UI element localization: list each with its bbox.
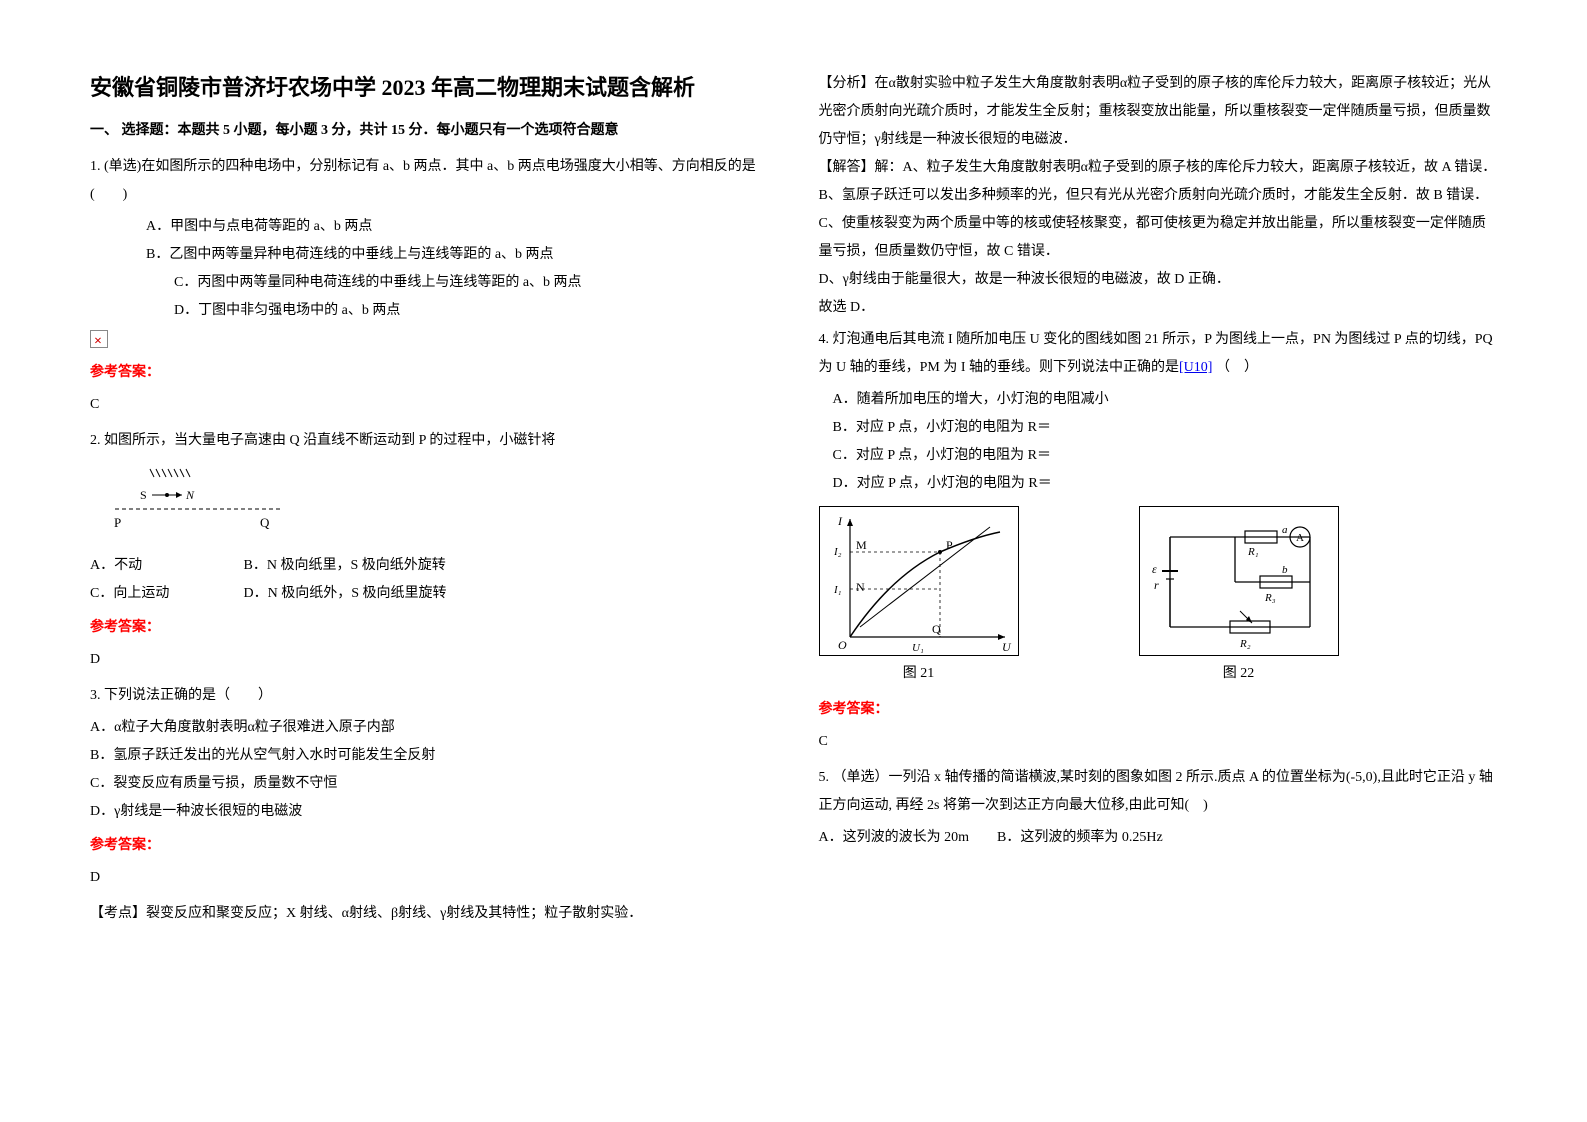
q4-stem: 4. 灯泡通电后其电流 I 随所加电压 U 变化的图线如图 21 所示，P 为图… <box>819 326 1498 382</box>
fig22-a: a <box>1282 524 1288 536</box>
q3-optC: C．裂变反应有质量亏损，质量数不守恒 <box>90 770 769 798</box>
fig22-box: R₁ a A R₃ b R₂ <box>1139 506 1339 688</box>
q3-jiedaC: C、使重核裂变为两个质量中等的核或使轻核聚变，都可使核更为稳定并放出能量，所以重… <box>819 210 1498 266</box>
q2-optB: B．N 极向纸里，S 极向纸外旋转 <box>244 558 446 573</box>
q3-jieda-end: 故选 D． <box>819 294 1498 322</box>
fig21-caption: 图 21 <box>903 660 935 688</box>
q2-optA: A．不动 <box>90 552 240 580</box>
q4-stem-link[interactable]: [U10] <box>1179 360 1212 375</box>
q4-optD: D．对应 P 点，小灯泡的电阻为 R＝ <box>819 470 1498 498</box>
q4-optC: C．对应 P 点，小灯泡的电阻为 R＝ <box>819 442 1498 470</box>
q4-optA: A．随着所加电压的增大，小灯泡的电阻减小 <box>819 386 1498 414</box>
fig21-U: U <box>1002 640 1012 654</box>
q2-answer-label: 参考答案： <box>90 614 769 642</box>
q2-S-label: S <box>140 488 147 502</box>
fig22-svg: R₁ a A R₃ b R₂ <box>1139 506 1339 656</box>
q1-optC: C．丙图中两等量同种电荷连线的中垂线上与连线等距的 a、b 两点 <box>90 269 769 297</box>
fig21-box: O I U P M I₂ N I₁ <box>819 506 1019 688</box>
q1-answer-label: 参考答案： <box>90 359 769 387</box>
q1-optA: A．甲图中与点电荷等距的 a、b 两点 <box>90 213 769 241</box>
q3-answer-label: 参考答案： <box>90 832 769 860</box>
q3-answer: D <box>90 864 769 892</box>
fig22-R1: R₁ <box>1247 546 1259 558</box>
fig22-eps: ε <box>1152 562 1157 576</box>
q3-kaodian: 【考点】裂变反应和聚变反应；X 射线、α射线、β射线、γ射线及其特性；粒子散射实… <box>90 900 769 928</box>
section-heading: 一、 选择题：本题共 5 小题，每小题 3 分，共计 15 分．每小题只有一个选… <box>90 117 769 145</box>
q3-jieda: 【解答】解：A、粒子发生大角度散射表明α粒子受到的原子核的库伦斥力较大，距离原子… <box>819 154 1498 182</box>
fig21-I: I <box>837 514 843 528</box>
fig21-I2: I₂ <box>833 546 842 558</box>
q4-answer: C <box>819 728 1498 756</box>
fig21-Q: Q <box>932 622 941 636</box>
q5-optA: A．这列波的波长为 20m <box>819 830 970 845</box>
q1-optB: B．乙图中两等量异种电荷连线的中垂线上与连线等距的 a、b 两点 <box>90 241 769 269</box>
q4-figures: O I U P M I₂ N I₁ <box>819 506 1498 688</box>
q2-Q-label: Q <box>260 515 270 530</box>
q3-jiedaD: D、γ射线由于能量很大，故是一种波长很短的电磁波，故 D 正确． <box>819 266 1498 294</box>
right-column: 【分析】在α散射实验中粒子发生大角度散射表明α粒子受到的原子核的库伦斥力较大，距… <box>819 70 1498 928</box>
q3-stem: 3. 下列说法正确的是（ ） <box>90 682 769 710</box>
doc-title: 安徽省铜陵市普济圩农场中学 2023 年高二物理期末试题含解析 <box>90 70 769 105</box>
q2-stem: 2. 如图所示，当大量电子高速由 Q 沿直线不断运动到 P 的过程中，小磁针将 <box>90 427 769 455</box>
fig21-M: M <box>856 538 867 552</box>
q3-fenxi: 【分析】在α散射实验中粒子发生大角度散射表明α粒子受到的原子核的库伦斥力较大，距… <box>819 70 1498 154</box>
q3-jieda-label: 【解答】解： <box>819 160 903 175</box>
q1-optD: D．丁图中非匀强电场中的 a、b 两点 <box>90 297 769 325</box>
fig22-A: A <box>1296 532 1304 544</box>
fig22-b: b <box>1282 564 1288 576</box>
fig22-R2: R₂ <box>1239 638 1251 650</box>
q2-row1: A．不动 B．N 极向纸里，S 极向纸外旋转 <box>90 552 769 580</box>
fig21-U1: U₁ <box>912 642 924 654</box>
fig21-I1: I₁ <box>833 584 842 596</box>
q3-jiedaA: A、粒子发生大角度散射表明α粒子受到的原子核的库伦斥力较大，距离原子核较近，故 … <box>903 160 1497 175</box>
page: 安徽省铜陵市普济圩农场中学 2023 年高二物理期末试题含解析 一、 选择题：本… <box>0 0 1587 968</box>
broken-image-icon <box>90 330 108 348</box>
q4-answer-label: 参考答案： <box>819 696 1498 724</box>
q5-stem: 5. （单选）一列沿 x 轴传播的简谐横波,某时刻的图象如图 2 所示.质点 A… <box>819 764 1498 820</box>
fig21-svg: O I U P M I₂ N I₁ <box>819 506 1019 656</box>
q2-answer: D <box>90 646 769 674</box>
q3-optA: A．α粒子大角度散射表明α粒子很难进入原子内部 <box>90 714 769 742</box>
q4-stem-tail: （ ） <box>1212 360 1258 375</box>
q5-row: A．这列波的波长为 20m B．这列波的频率为 0.25Hz <box>819 824 1498 852</box>
q2-row2: C．向上运动 D．N 极向纸外，S 极向纸里旋转 <box>90 580 769 608</box>
q3-jiedaB: B、氢原子跃迁可以发出多种频率的光，但只有光从光密介质射向光疏介质时，才能发生全… <box>819 182 1498 210</box>
left-column: 安徽省铜陵市普济圩农场中学 2023 年高二物理期末试题含解析 一、 选择题：本… <box>90 70 769 928</box>
fig21-P: P <box>946 538 953 552</box>
fig22-R3: R₃ <box>1264 592 1276 604</box>
q2-optD: D．N 极向纸外，S 极向纸里旋转 <box>244 586 447 601</box>
q2-diagram-svg: S N P Q <box>110 463 290 533</box>
q4-stem-a: 4. 灯泡通电后其电流 I 随所加电压 U 变化的图线如图 21 所示，P 为图… <box>819 332 1493 375</box>
q1-answer: C <box>90 391 769 419</box>
fig22-caption: 图 22 <box>1223 660 1255 688</box>
fig21-O: O <box>838 638 847 652</box>
q3-optD: D．γ射线是一种波长很短的电磁波 <box>90 798 769 826</box>
q2-optC: C．向上运动 <box>90 580 240 608</box>
fig22-r: r <box>1154 578 1159 592</box>
fig21-N: N <box>856 580 865 594</box>
q2-P-label: P <box>114 515 121 530</box>
q5-optB: B．这列波的频率为 0.25Hz <box>997 830 1163 845</box>
q3-optB: B．氢原子跃迁发出的光从空气射入水时可能发生全反射 <box>90 742 769 770</box>
q4-optB: B．对应 P 点，小灯泡的电阻为 R＝ <box>819 414 1498 442</box>
q2-diagram: S N P Q <box>110 463 749 544</box>
q1-stem: 1. (单选)在如图所示的四种电场中，分别标记有 a、b 两点．其中 a、b 两… <box>90 153 769 209</box>
q2-N-label: N <box>185 488 195 502</box>
